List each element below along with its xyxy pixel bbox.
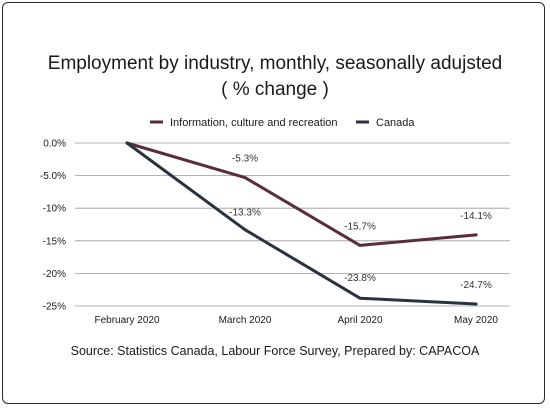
series-lines bbox=[125, 141, 478, 306]
legend-label-canada: Canada bbox=[376, 117, 415, 129]
y-tick-label: -20% bbox=[43, 269, 66, 280]
data-labels: -5.3% -15.7% -14.1% -13.3% -23.8% -24.7% bbox=[229, 154, 492, 291]
chart-title: Employment by industry, monthly, seasona… bbox=[48, 53, 502, 74]
gridlines bbox=[75, 142, 510, 307]
y-axis-ticks: 0.0% -5.0% -10% -15% -20% -25% bbox=[40, 139, 66, 313]
data-point bbox=[125, 141, 129, 145]
data-point bbox=[358, 243, 362, 247]
data-label: -13.3% bbox=[229, 208, 261, 219]
y-tick-label: 0.0% bbox=[43, 139, 66, 150]
source-note: Source: Statistics Canada, Labour Force … bbox=[71, 344, 480, 358]
data-point bbox=[358, 296, 362, 300]
y-tick-label: -10% bbox=[43, 204, 66, 215]
data-point bbox=[474, 302, 478, 306]
x-tick-label: March 2020 bbox=[219, 315, 272, 326]
y-tick-label: -15% bbox=[43, 236, 66, 247]
data-label: -24.7% bbox=[460, 280, 492, 291]
data-label: -14.1% bbox=[460, 211, 492, 222]
legend-label-information: Information, culture and recreation bbox=[170, 117, 338, 129]
legend: Information, culture and recreation Cana… bbox=[150, 117, 415, 129]
chart-subtitle: ( % change ) bbox=[221, 79, 329, 100]
data-point bbox=[243, 228, 247, 232]
data-point bbox=[243, 176, 247, 180]
series-line-canada bbox=[125, 141, 478, 306]
x-tick-label: May 2020 bbox=[454, 315, 498, 326]
data-label: -15.7% bbox=[344, 221, 376, 232]
data-label: -23.8% bbox=[344, 273, 376, 284]
y-tick-label: -5.0% bbox=[40, 171, 66, 182]
data-label: -5.3% bbox=[232, 154, 258, 165]
x-tick-label: April 2020 bbox=[337, 315, 382, 326]
y-tick-label: -25% bbox=[43, 302, 66, 313]
x-axis-ticks: February 2020 March 2020 April 2020 May 202… bbox=[94, 315, 498, 326]
series-line-information bbox=[125, 141, 478, 247]
x-tick-label: February 2020 bbox=[94, 315, 159, 326]
data-point bbox=[474, 233, 478, 237]
chart-frame bbox=[2, 2, 545, 404]
